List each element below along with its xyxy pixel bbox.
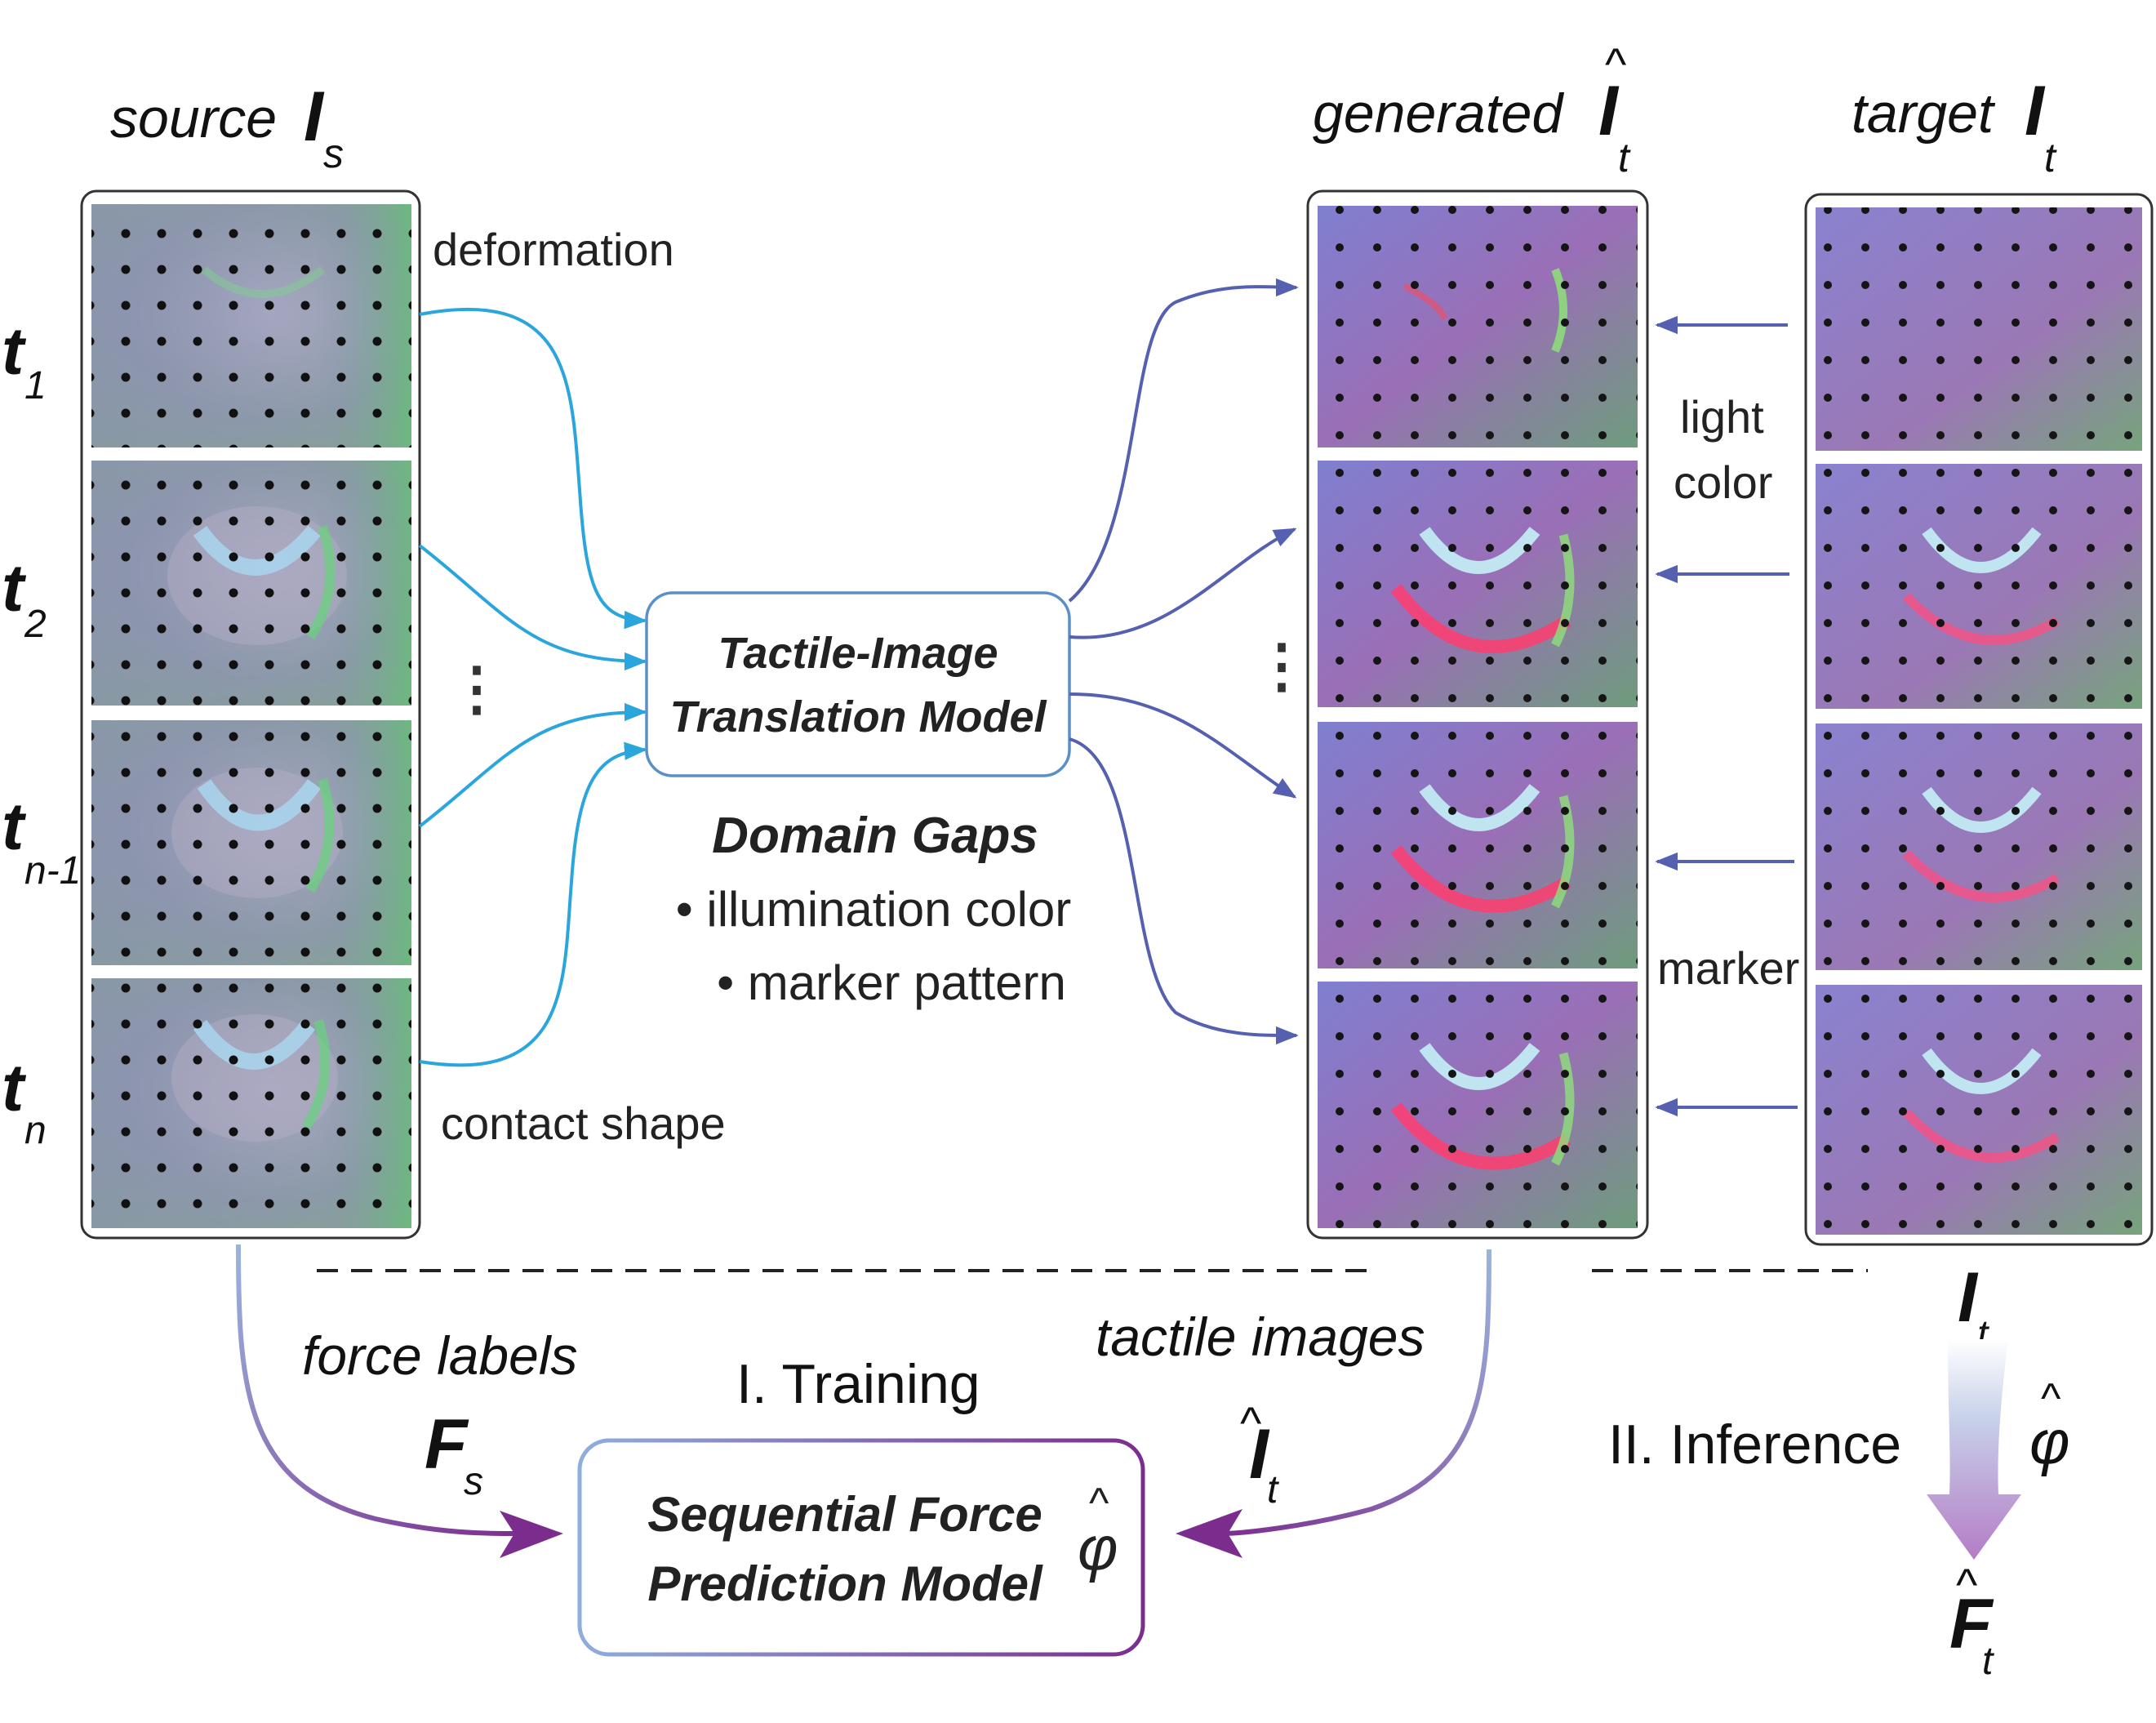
force-labels-arrow	[236, 1244, 523, 1536]
time-label-tn-1: t n-1	[2, 790, 81, 893]
time-label-tn: t n	[2, 1051, 47, 1152]
svg-text:^: ^	[1089, 1480, 1109, 1527]
svg-text:I: I	[1249, 1415, 1270, 1494]
domain-gap-item-illumination: • illumination color	[676, 882, 1072, 937]
svg-text:t: t	[2, 551, 27, 626]
source-image-tn	[91, 978, 411, 1228]
force-model-symbol: ^ φ	[1078, 1480, 1118, 1583]
svg-text:I: I	[304, 78, 325, 156]
svg-text:I: I	[1958, 1258, 1979, 1337]
domain-gap-item-marker: • marker pattern	[717, 955, 1066, 1010]
source-image-t2	[91, 461, 411, 706]
svg-text:source: source	[110, 87, 277, 149]
tactile-images-arrowhead	[1176, 1509, 1242, 1558]
force-labels-text: force labels	[302, 1325, 578, 1386]
svg-text:φ: φ	[2029, 1408, 2070, 1477]
generated-image-tn	[1318, 982, 1638, 1228]
tactile-symbol-it: ^ I t	[1240, 1397, 1279, 1512]
translation-model-box	[645, 591, 1071, 777]
svg-text:F: F	[1949, 1585, 1994, 1663]
svg-text:^: ^	[2041, 1375, 2061, 1422]
generated-image-t2	[1318, 461, 1638, 707]
light-label: light	[1680, 391, 1764, 443]
time-label-t1: t 1	[2, 314, 47, 407]
target-header: target I t	[1851, 72, 2057, 180]
inference-flow-arrow	[1927, 1339, 2021, 1560]
time-label-t2: t 2	[2, 551, 47, 646]
svg-text:n: n	[24, 1109, 47, 1152]
svg-text:generated: generated	[1313, 82, 1564, 145]
generated-ellipsis: ⋮	[1252, 634, 1311, 699]
force-symbol-fs: F s	[425, 1405, 483, 1503]
svg-text:t: t	[2, 790, 27, 864]
svg-text:t: t	[2, 314, 27, 389]
svg-text:s: s	[464, 1460, 483, 1503]
svg-text:t: t	[1618, 135, 1631, 180]
deformation-label: deformation	[433, 224, 674, 275]
target-image-tn	[1816, 985, 2142, 1235]
svg-text:target: target	[1851, 82, 1996, 145]
svg-text:I: I	[2025, 72, 2046, 150]
translation-model-line2: Translation Model	[669, 692, 1047, 741]
training-stage-label: I. Training	[736, 1353, 980, 1415]
generated-image-tn-1	[1318, 722, 1638, 968]
contact-shape-label: contact shape	[441, 1097, 726, 1149]
source-image-tn-1	[91, 720, 411, 965]
force-model-box	[577, 1438, 1145, 1657]
svg-text:s: s	[323, 131, 344, 176]
target-image-tn-1	[1816, 723, 2142, 970]
tactile-images-arrow	[1220, 1249, 1491, 1536]
model-to-generated-arrows	[1068, 278, 1299, 1045]
svg-text:t: t	[2, 1051, 27, 1125]
target-frame	[1804, 193, 2154, 1246]
svg-text:^: ^	[1956, 1559, 1977, 1610]
svg-text:2: 2	[24, 603, 47, 646]
svg-text:t: t	[1982, 1640, 1994, 1683]
generated-frame	[1306, 189, 1649, 1240]
target-image-t2	[1816, 464, 2142, 709]
marker-label: marker	[1657, 942, 1799, 994]
target-to-generated-arrows	[1655, 315, 1798, 1117]
force-labels-arrowhead	[500, 1511, 563, 1558]
svg-text:t: t	[1267, 1468, 1279, 1512]
force-model-line2: Prediction Model	[647, 1556, 1043, 1611]
svg-text:I: I	[1598, 72, 1620, 150]
generated-header: generated I ^ t	[1313, 38, 1631, 180]
generated-image-t1	[1318, 206, 1638, 447]
svg-text:^: ^	[1240, 1397, 1261, 1449]
domain-gaps-title: Domain Gaps	[712, 808, 1038, 864]
svg-text:1: 1	[24, 364, 47, 407]
source-image-t1	[91, 204, 411, 447]
source-frame	[80, 189, 421, 1240]
svg-text:φ: φ	[1078, 1514, 1118, 1583]
svg-text:^: ^	[1605, 38, 1626, 90]
inference-output-symbol: ^ F t	[1949, 1559, 1994, 1683]
inference-stage-label: II. Inference	[1608, 1414, 1901, 1476]
force-model-line1: Sequential Force	[647, 1487, 1042, 1542]
svg-text:n-1: n-1	[24, 849, 81, 893]
source-to-model-arrows	[418, 308, 647, 1067]
target-image-t1	[1816, 207, 2142, 451]
domain-gaps: Domain Gaps • illumination color • marke…	[676, 808, 1072, 1010]
translation-model-line1: Tactile-Image	[718, 629, 998, 678]
tactile-images-text: tactile images	[1096, 1307, 1425, 1367]
source-header: source I s	[110, 78, 344, 176]
color-label: color	[1674, 456, 1772, 508]
svg-text:t: t	[2044, 135, 2057, 180]
svg-text:F: F	[425, 1405, 469, 1484]
inference-model-symbol: ^ φ	[2029, 1375, 2070, 1477]
source-ellipsis: ⋮	[447, 657, 506, 722]
